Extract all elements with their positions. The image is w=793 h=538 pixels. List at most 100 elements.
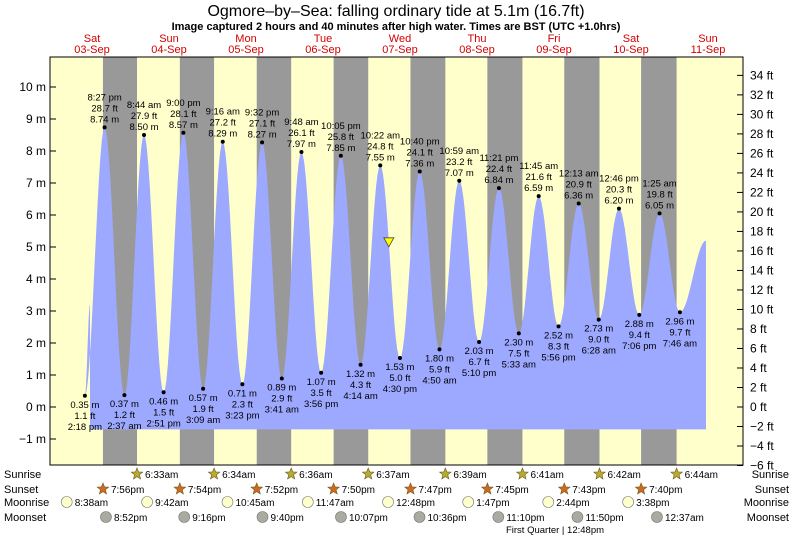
moon-phase-label: First Quarter | 12:48pm [506, 525, 604, 536]
tide-point [417, 169, 422, 174]
sunrise-row-label: Sunrise [4, 469, 41, 481]
tide-point [477, 340, 482, 345]
y-right-tick-label: 12 ft [750, 283, 774, 297]
tide-point [596, 317, 601, 322]
moonset-moon-icon [413, 511, 426, 523]
y-right-tick-label: −2 ft [750, 420, 774, 434]
high-tide-time: 9:32 pm [245, 107, 279, 118]
high-tide-m: 6.59 m [524, 183, 553, 194]
sunrise-time: 6:34am [222, 470, 255, 481]
moonset-time: 8:52pm [114, 513, 147, 524]
sunrise-star-icon [438, 467, 452, 480]
sunrise-time: 6:33am [145, 470, 178, 481]
tide-point [102, 125, 107, 130]
low-tide-m: 0.46 m [149, 396, 178, 407]
low-tide-m: 0.89 m [267, 383, 296, 394]
high-tide-ft: 24.8 ft [367, 141, 394, 152]
sunrise-time: 6:36am [299, 470, 332, 481]
low-tide-ft: 8.3 ft [548, 341, 569, 352]
high-tide-time: 8:44 am [127, 100, 161, 111]
y-left-tick-label: 0 m [26, 400, 46, 414]
sunset-star-icon [173, 482, 187, 495]
low-tide-m: 1.07 m [307, 377, 336, 388]
high-tide-m: 7.55 m [366, 152, 395, 163]
day-name: Mon [235, 33, 256, 45]
high-tide-time: 10:40 pm [400, 136, 440, 147]
day-date: 10-Sep [613, 44, 648, 56]
y-right-tick-label: 16 ft [750, 244, 774, 258]
day-date: 05-Sep [228, 44, 263, 56]
y-left-tick-label: 10 m [19, 80, 46, 94]
y-left-tick-label: −1 m [19, 432, 46, 446]
y-right-tick-label: 4 ft [750, 361, 767, 375]
day-name: Fri [548, 33, 561, 45]
y-left-tick-label: 3 m [26, 304, 46, 318]
moonrise-time: 8:38am [75, 498, 108, 509]
high-tide-time: 1:25 am [642, 178, 676, 189]
high-tide-ft: 22.4 ft [486, 164, 513, 175]
high-tide-time: 11:45 am [519, 161, 558, 172]
low-tide-time: 5:33 am [502, 359, 536, 370]
moonset-row-label: Moonset [4, 512, 46, 524]
high-tide-ft: 20.3 ft [606, 185, 633, 196]
sunset-star-icon [480, 482, 494, 495]
low-tide-ft: 6.7 ft [469, 357, 490, 368]
day-name: Sun [159, 33, 179, 45]
low-tide-ft: 5.9 ft [429, 364, 450, 375]
sunrise-row-label-right: Sunrise [752, 469, 789, 481]
y-left-tick-label: 4 m [26, 272, 46, 286]
moonrise-time: 3:38pm [636, 498, 669, 509]
tide-point [496, 186, 501, 191]
tide-point [181, 130, 186, 135]
moonrise-row-label: Moonrise [4, 497, 49, 509]
sunset-time: 7:43pm [572, 485, 605, 496]
low-tide-time: 4:30 pm [383, 384, 417, 395]
sunrise-star-icon [130, 467, 144, 480]
axes: 10 m 9 m 8 m 7 m 6 m 5 m 4 m 3 m 2 m 1 m 0 m −1 m 34… [19, 56, 774, 473]
sunset-time: 7:56pm [111, 485, 144, 496]
moonrise-time: 11:47am [316, 498, 354, 509]
tide-point [516, 331, 521, 336]
moonset-moon-icon [335, 511, 347, 523]
low-tide-m: 2.88 m [625, 319, 654, 330]
day-date: 08-Sep [459, 44, 494, 56]
high-tide-ft: 27.9 ft [131, 111, 158, 122]
y-right-tick-label: −6 ft [750, 459, 774, 473]
high-tide-m: 8.29 m [208, 129, 237, 140]
high-tide-ft: 21.6 ft [525, 172, 552, 183]
sunset-star-icon [96, 482, 110, 495]
tide-point [161, 390, 166, 395]
low-tide-time: 5:56 pm [541, 352, 575, 363]
tide-point [576, 201, 581, 206]
sunset-time: 7:52pm [265, 485, 298, 496]
low-tide-ft: 3.5 ft [311, 388, 332, 399]
high-tide-m: 6.84 m [484, 175, 513, 186]
moonrise-moon-icon [141, 496, 153, 508]
high-tide-m: 7.85 m [326, 143, 355, 154]
high-tide-m: 8.57 m [169, 120, 198, 131]
day-name: Sun [698, 33, 718, 45]
tide-point [260, 140, 265, 145]
low-tide-m: 2.73 m [584, 324, 613, 335]
moonrise-time: 1:47pm [476, 498, 509, 509]
day-name: Sat [84, 33, 101, 45]
tide-point [616, 206, 621, 211]
high-tide-m: 8.50 m [129, 122, 158, 133]
high-tide-ft: 25.8 ft [328, 132, 355, 143]
high-tide-m: 7.97 m [287, 139, 316, 150]
day-date: 04-Sep [151, 44, 186, 56]
low-tide-ft: 2.3 ft [232, 399, 253, 410]
low-tide-ft: 1.2 ft [114, 410, 135, 421]
sunset-star-icon [327, 482, 341, 495]
y-left-tick-label: 8 m [26, 144, 46, 158]
moonrise-moon-icon [221, 496, 234, 508]
moonrise-moon-icon [382, 496, 394, 508]
low-tide-m: 0.71 m [228, 388, 257, 399]
sunset-star-icon [634, 482, 648, 495]
sunrise-time: 6:39am [453, 470, 486, 481]
y-right-tick-label: 20 ft [750, 205, 774, 219]
y-right-tick-label: −4 ft [750, 439, 774, 453]
high-tide-time: 12:13 am [559, 168, 599, 179]
